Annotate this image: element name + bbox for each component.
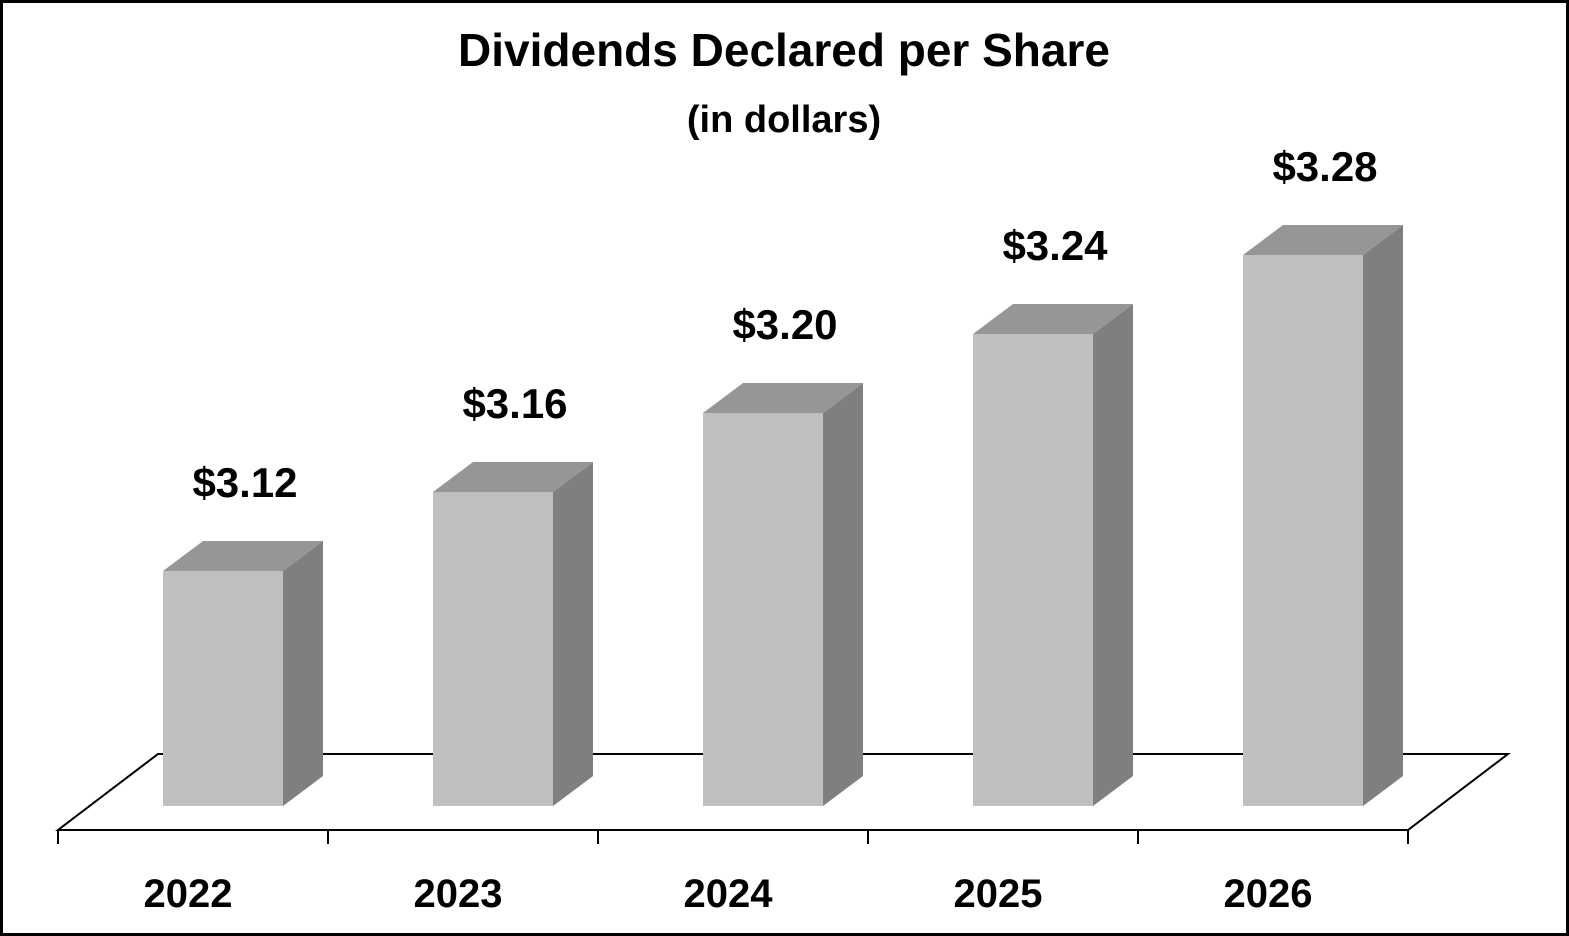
bar-2024: [703, 383, 863, 806]
x-tick-label-2024: 2024: [684, 872, 774, 916]
bar-front-2024: [703, 413, 823, 806]
chart-subtitle: (in dollars): [687, 99, 881, 141]
bar-side-2025: [1093, 304, 1133, 806]
bar-top-2026: [1243, 225, 1403, 255]
bar-front-2023: [433, 492, 553, 806]
bar-top-2023: [433, 462, 593, 492]
bar-2022: [163, 541, 323, 806]
x-tick-label-2025: 2025: [954, 872, 1043, 916]
x-tick-label-2023: 2023: [414, 872, 503, 916]
bar-side-2022: [283, 541, 323, 806]
bar-side-2024: [823, 383, 863, 806]
x-axis-ticks: [57, 830, 1409, 844]
bar-top-2024: [703, 383, 863, 413]
data-label-2026: $3.28: [1272, 143, 1377, 190]
bar-side-2023: [553, 462, 593, 806]
bar-2026: [1243, 225, 1403, 806]
data-label-2022: $3.12: [192, 459, 297, 506]
bar-front-2026: [1243, 255, 1363, 806]
data-labels-group: $3.12 $3.16 $3.20 $3.24 $3.28: [192, 143, 1377, 506]
bar-side-2026: [1363, 225, 1403, 806]
x-tick-label-2026: 2026: [1224, 872, 1313, 916]
bar-front-2025: [973, 334, 1093, 806]
bar-2025: [973, 304, 1133, 806]
bar-2023: [433, 462, 593, 806]
bar-top-2025: [973, 304, 1133, 334]
x-tick-labels-group: 2022 2023 2024 2025 2026: [144, 872, 1313, 916]
bar-front-2022: [163, 571, 283, 806]
data-label-2024: $3.20: [732, 301, 837, 348]
bars-group: [163, 225, 1403, 806]
x-tick-label-2022: 2022: [144, 872, 233, 916]
data-label-2023: $3.16: [462, 380, 567, 427]
data-label-2025: $3.24: [1002, 222, 1108, 269]
bar-top-2022: [163, 541, 323, 571]
chart-title: Dividends Declared per Share: [458, 24, 1110, 76]
